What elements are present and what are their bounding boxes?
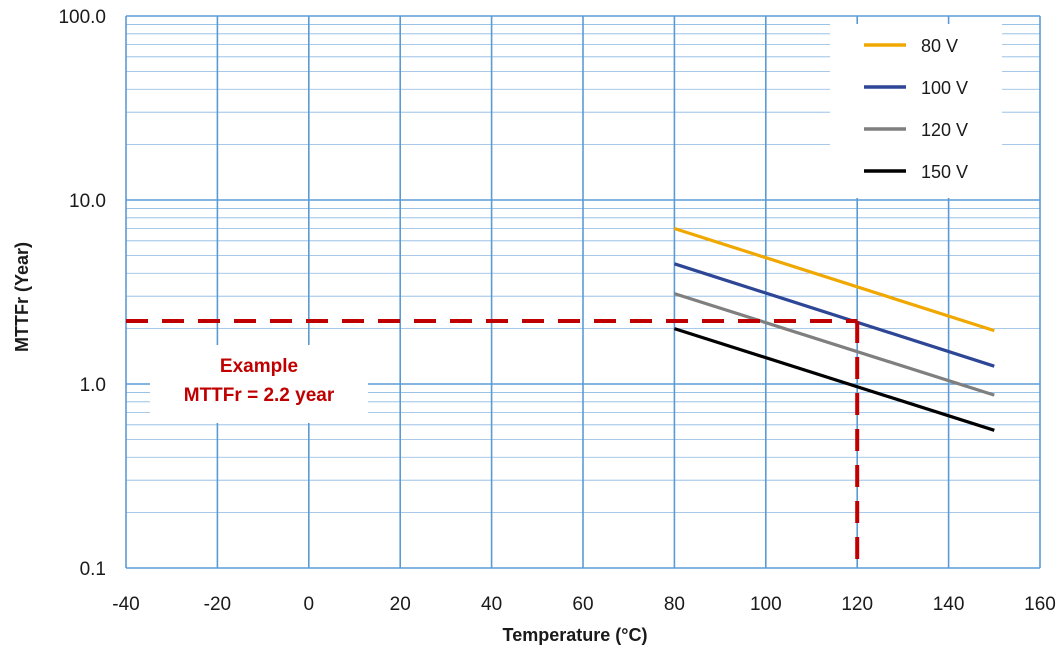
- y-tick-label: 10.0: [69, 191, 106, 212]
- y-axis-title: MTTFr (Year): [12, 242, 32, 352]
- legend-box: [830, 24, 1002, 198]
- series-lines: [673, 226, 995, 432]
- legend-label: 120 V: [921, 120, 968, 140]
- x-axis-title: Temperature (°C): [503, 625, 648, 645]
- legend-label: 80 V: [921, 36, 958, 56]
- x-tick-label: -40: [112, 594, 139, 615]
- x-tick-label: 0: [304, 594, 315, 615]
- annotation: Example MTTFr = 2.2 year: [126, 318, 860, 568]
- x-tick-label: 120: [841, 594, 873, 615]
- legend: 80 V 100 V 120 V 150 V: [830, 24, 1002, 198]
- x-tick-label: -20: [204, 594, 231, 615]
- series-line-100v: [673, 262, 995, 368]
- y-tick-label: 0.1: [80, 559, 106, 580]
- series-line-150v: [673, 327, 995, 432]
- annotation-box: [150, 345, 368, 423]
- series-line-120v: [673, 292, 995, 397]
- legend-label: 100 V: [921, 78, 968, 98]
- x-tick-label: 100: [750, 594, 782, 615]
- x-tick-label: 20: [390, 594, 411, 615]
- y-tick-label: 100.0: [58, 7, 106, 28]
- x-tick-label: 40: [481, 594, 502, 615]
- annotation-text: MTTFr = 2.2 year: [184, 385, 335, 406]
- y-tick-labels: 0.1 1.0 10.0 100.0: [58, 7, 106, 580]
- annotation-text: Example: [220, 356, 298, 377]
- x-tick-label: 140: [933, 594, 965, 615]
- series-line-80v: [673, 226, 995, 333]
- major-gridlines: [125, 15, 1041, 569]
- x-tick-label: 80: [664, 594, 685, 615]
- legend-label: 150 V: [921, 162, 968, 182]
- x-tick-label: 60: [572, 594, 593, 615]
- y-tick-label: 1.0: [80, 375, 106, 396]
- x-tick-labels: -40 -20 0 20 40 60 80 100 120 140 160: [112, 594, 1056, 615]
- x-tick-label: 160: [1024, 594, 1056, 615]
